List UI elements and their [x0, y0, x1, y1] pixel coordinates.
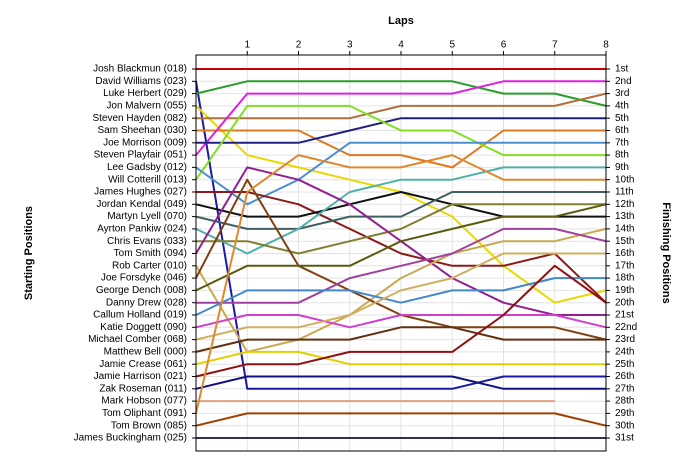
driver-label: Zak Roseman (011): [99, 383, 187, 394]
position-line: [195, 264, 607, 378]
y2-tick-label: 18th: [615, 273, 634, 284]
driver-label: Mark Hobson (077): [101, 396, 187, 407]
driver-label: George Dench (008): [96, 285, 187, 296]
driver-label: Ayrton Pankiw (024): [97, 224, 187, 235]
y2-axis-title: Finishing Positions: [660, 202, 672, 303]
y2-tick-label: 16th: [615, 248, 634, 259]
x-tick-label: 2: [296, 40, 302, 51]
y2-tick-label: 7th: [615, 137, 629, 148]
y2-tick-label: 14th: [615, 224, 634, 235]
position-line: [196, 227, 607, 304]
position-line: [195, 227, 607, 353]
y2-tick-label: 4th: [615, 101, 629, 112]
y2-tick-label: 3rd: [615, 88, 629, 99]
position-line: [195, 412, 607, 427]
y2-tick-label: 22nd: [615, 322, 637, 333]
x-tick-label: 4: [398, 40, 404, 51]
position-line: [195, 81, 606, 390]
y2-tick-label: 19th: [615, 285, 634, 296]
driver-label: Joe Forsdyke (046): [101, 273, 187, 284]
driver-label: Katie Doggett (090): [100, 322, 187, 333]
driver-label: Jamie Harrison (021): [94, 371, 187, 382]
y2-tick-label: 8th: [615, 150, 629, 161]
y-axis-title: Starting Positions: [23, 206, 35, 300]
position-line: [195, 375, 606, 390]
driver-label: Lee Gadsby (012): [107, 162, 187, 173]
driver-label: Steven Hayden (082): [92, 113, 187, 124]
y2-tick-label: 9th: [615, 162, 629, 173]
y2-tick-label: 1st: [615, 64, 629, 75]
y2-tick-label: 29th: [615, 408, 634, 419]
position-line: [195, 203, 607, 292]
position-line: [195, 314, 607, 329]
position-line: [196, 203, 606, 255]
driver-label: Luke Herbert (029): [103, 88, 187, 99]
driver-label: Michael Comber (068): [88, 334, 187, 345]
position-line: [195, 104, 606, 181]
driver-label: Tom Oliphant (091): [102, 408, 187, 419]
y2-tick-label: 13th: [615, 211, 634, 222]
driver-label: Sam Sheehan (030): [97, 125, 187, 136]
position-line: [195, 252, 606, 341]
position-line: [196, 117, 606, 144]
y2-tick-label: 6th: [615, 125, 629, 136]
driver-label: James Hughes (027): [94, 187, 187, 198]
driver-label: Chris Evans (033): [107, 236, 187, 247]
driver-label: Jamie Crease (061): [99, 359, 187, 370]
y2-tick-label: 12th: [615, 199, 634, 210]
driver-label: Matthew Bell (000): [104, 347, 187, 358]
driver-label: James Buckingham (025): [74, 433, 187, 444]
y2-tick-label: 30th: [615, 420, 634, 431]
y2-tick-label: 31st: [615, 433, 634, 444]
y2-tick-label: 15th: [615, 236, 634, 247]
x-tick-label: 5: [449, 40, 455, 51]
y2-tick-label: 28th: [615, 396, 634, 407]
chart-title: Laps: [388, 15, 414, 27]
driver-label: Callum Holland (019): [93, 310, 187, 321]
x-tick-label: 6: [501, 40, 507, 51]
position-line: [195, 154, 606, 414]
plot-area: [195, 54, 607, 452]
y2-tick-label: 26th: [615, 371, 634, 382]
position-line: [196, 191, 607, 304]
y2-tick-label: 17th: [615, 260, 634, 271]
driver-label: Josh Blackmun (018): [93, 64, 187, 75]
driver-label: Joe Morrison (009): [103, 137, 187, 148]
driver-label: Danny Drew (028): [106, 297, 187, 308]
y2-tick-label: 23rd: [615, 334, 635, 345]
driver-label: Jon Malvern (055): [106, 101, 187, 112]
position-line: [196, 129, 606, 169]
driver-label: Rob Carter (010): [112, 260, 187, 271]
position-line: [196, 92, 607, 120]
y2-tick-label: 21st: [615, 310, 634, 321]
driver-label: Tom Smith (094): [114, 248, 187, 259]
x-tick-label: 3: [347, 40, 353, 51]
x-tick-label: 1: [244, 40, 250, 51]
position-line: [195, 80, 607, 107]
driver-label: Steven Playfair (051): [94, 150, 187, 161]
x-tick-label: 8: [603, 40, 609, 51]
y2-tick-label: 10th: [615, 174, 634, 185]
position-line: [195, 326, 606, 353]
y2-tick-label: 24th: [615, 347, 634, 358]
position-line: [195, 191, 606, 230]
y2-tick-label: 27th: [615, 383, 634, 394]
y2-tick-label: 20th: [615, 297, 634, 308]
y2-tick-label: 25th: [615, 359, 634, 370]
driver-label: Jordan Kendal (049): [96, 199, 187, 210]
driver-label: Tom Brown (085): [111, 420, 187, 431]
driver-label: Martyn Lyell (070): [107, 211, 187, 222]
position-line: [195, 350, 606, 366]
y2-tick-label: 5th: [615, 113, 629, 124]
driver-label: David Williams (023): [95, 76, 187, 87]
position-line: [195, 80, 606, 156]
y2-tick-label: 11th: [615, 187, 634, 198]
driver-label: Will Cotterill (013): [108, 174, 187, 185]
y2-tick-label: 2nd: [615, 76, 632, 87]
x-tick-label: 7: [552, 40, 558, 51]
